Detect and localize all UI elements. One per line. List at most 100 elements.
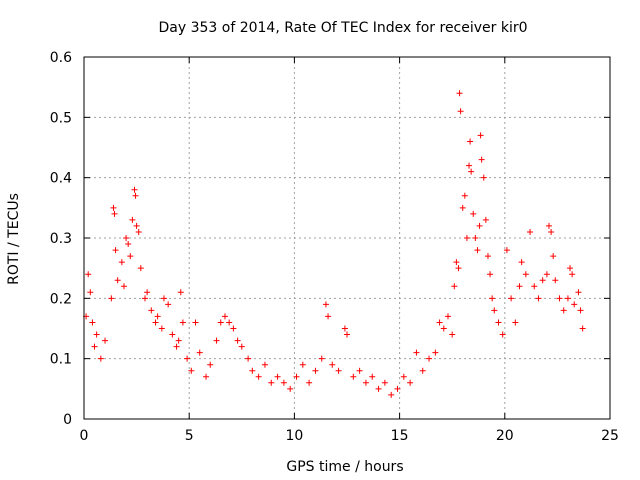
data-point [457, 108, 464, 115]
data-point [461, 192, 468, 199]
data-point [518, 259, 525, 266]
data-point [577, 307, 584, 314]
x-tick-label: 15 [391, 428, 409, 444]
data-point [482, 216, 489, 223]
data-point [419, 367, 426, 374]
data-point [179, 319, 186, 326]
data-point [564, 295, 571, 302]
data-point [154, 313, 161, 320]
data-point [344, 331, 350, 338]
data-point [512, 319, 519, 326]
data-point [516, 283, 523, 290]
data-point [148, 307, 155, 314]
data-point [169, 331, 176, 338]
data-point [375, 385, 382, 392]
data-point [312, 367, 319, 374]
data-point [89, 319, 96, 326]
data-point [552, 277, 559, 284]
data-point [459, 204, 466, 211]
data-point [468, 168, 475, 175]
grid-lines [84, 57, 610, 419]
data-point [556, 295, 563, 302]
data-point [127, 253, 134, 260]
data-point [432, 349, 439, 356]
data-point [436, 319, 443, 326]
data-point [102, 337, 109, 344]
data-point [499, 331, 506, 338]
data-point [451, 283, 458, 290]
data-point [114, 277, 121, 284]
data-point [318, 355, 325, 362]
data-point [230, 325, 237, 332]
data-point [470, 210, 477, 217]
data-point [152, 319, 159, 326]
data-point [571, 301, 578, 308]
data-point [531, 283, 538, 290]
plot-frame [83, 56, 611, 420]
data-point [293, 373, 300, 380]
data-point [217, 319, 224, 326]
data-point [108, 295, 115, 302]
data-point [87, 289, 94, 296]
data-point [545, 222, 552, 229]
x-axis-label: GPS time / hours [286, 459, 403, 475]
data-point [539, 277, 546, 284]
data-point [192, 319, 199, 326]
data-point [175, 337, 182, 344]
data-point [491, 307, 498, 314]
data-point [160, 295, 167, 302]
data-point [177, 289, 184, 296]
data-point [453, 259, 460, 266]
data-point [158, 325, 165, 332]
data-point [306, 379, 313, 386]
data-point [132, 192, 139, 199]
data-point [125, 241, 132, 248]
x-tick-label: 20 [496, 428, 514, 444]
y-axis-label: ROTI / TECUs [6, 193, 22, 285]
data-point [196, 349, 203, 356]
data-point [165, 301, 172, 308]
data-point [226, 319, 233, 326]
data-point [440, 325, 447, 332]
data-point [463, 235, 470, 241]
data-point [142, 295, 149, 302]
data-point [478, 156, 485, 163]
data-point [255, 373, 262, 380]
data-point [110, 204, 117, 211]
data-point [287, 385, 294, 392]
data-point [123, 235, 130, 241]
data-point [426, 355, 433, 362]
data-point [477, 132, 484, 139]
data-point [476, 222, 483, 229]
data-point [449, 331, 456, 338]
data-point [550, 253, 557, 260]
data-point [93, 331, 100, 338]
data-point [474, 247, 481, 254]
data-point [400, 373, 407, 380]
data-point [456, 90, 463, 97]
data-point [120, 283, 127, 290]
data-point [522, 271, 529, 278]
data-point [329, 361, 336, 368]
data-point [356, 367, 363, 374]
data-point [133, 222, 140, 229]
y-tick-label: 0.2 [50, 291, 72, 307]
data-point [118, 259, 125, 266]
data-point [480, 174, 487, 181]
data-point [495, 319, 502, 326]
data-point [472, 235, 479, 241]
data-point [144, 289, 151, 296]
data-point [97, 355, 104, 362]
data-point [569, 271, 576, 278]
data-point [112, 247, 119, 254]
data-point [575, 289, 582, 296]
data-point [129, 216, 136, 223]
data-point [567, 265, 574, 272]
data-point [335, 367, 342, 374]
data-point [280, 379, 287, 386]
data-point [388, 391, 395, 398]
x-tick-label: 10 [285, 428, 303, 444]
data-point [221, 313, 228, 320]
data-point [548, 228, 555, 235]
